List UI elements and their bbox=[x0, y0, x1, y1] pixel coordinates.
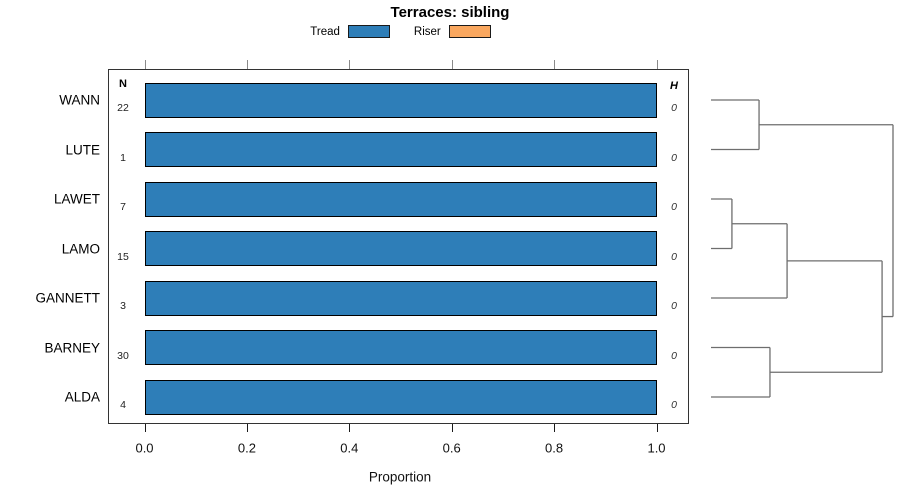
n-value: 30 bbox=[117, 349, 129, 362]
row-label: BARNEY bbox=[44, 340, 100, 355]
x-axis-tick bbox=[554, 423, 556, 432]
row-label: LAWET bbox=[53, 191, 100, 207]
h-value: 0 bbox=[671, 151, 677, 164]
row-label: LUTE bbox=[65, 142, 100, 157]
h-value: 0 bbox=[671, 250, 677, 263]
row-label: LAMO bbox=[61, 241, 100, 256]
x-axis-top-tick bbox=[144, 60, 146, 69]
legend: Tread Riser bbox=[0, 25, 801, 38]
legend-swatch-riser-icon bbox=[448, 25, 491, 38]
x-axis-top-tick bbox=[246, 60, 249, 69]
x-axis-top-tick bbox=[554, 60, 556, 69]
n-value: 22 bbox=[117, 102, 129, 114]
h-column-header: H bbox=[670, 80, 678, 92]
bar-tread bbox=[144, 231, 657, 266]
n-value: 7 bbox=[120, 201, 126, 213]
x-axis-tick bbox=[144, 423, 146, 432]
legend-label-tread: Tread bbox=[310, 25, 340, 38]
h-value: 0 bbox=[671, 102, 677, 114]
x-axis-top-tick bbox=[451, 60, 453, 69]
row-label: WANN bbox=[59, 92, 100, 108]
x-axis-top-tick bbox=[656, 60, 658, 69]
h-value: 0 bbox=[671, 201, 677, 213]
h-value: 0 bbox=[671, 349, 677, 362]
bar-tread bbox=[144, 330, 657, 365]
legend-label-riser: Riser bbox=[413, 25, 441, 38]
h-value: 0 bbox=[671, 399, 677, 411]
x-axis-tick-label: 0.2 bbox=[237, 440, 256, 456]
x-axis-tick bbox=[349, 423, 351, 432]
bar-tread bbox=[144, 280, 657, 316]
legend-item-riser: Riser bbox=[414, 25, 491, 38]
x-axis-tick-label: 0.0 bbox=[135, 440, 154, 456]
x-axis-tick bbox=[656, 423, 658, 432]
x-axis-tick-label: 0.8 bbox=[545, 440, 564, 456]
row-label: ALDA bbox=[64, 389, 100, 405]
n-value: 15 bbox=[117, 250, 129, 263]
x-axis-tick bbox=[451, 423, 453, 432]
bar-tread bbox=[144, 82, 657, 118]
h-value: 0 bbox=[671, 300, 677, 312]
n-value: 3 bbox=[120, 300, 126, 312]
bar-tread bbox=[144, 379, 657, 415]
row-label: GANNETT bbox=[35, 290, 100, 306]
legend-swatch-tread-icon bbox=[347, 25, 390, 38]
x-axis-title: Proportion bbox=[368, 469, 432, 485]
x-axis-tick-label: 0.6 bbox=[442, 440, 461, 456]
bar-tread bbox=[144, 181, 657, 217]
x-axis-tick bbox=[246, 423, 249, 432]
x-axis-top-tick bbox=[349, 60, 351, 69]
page-title: Terraces: sibling bbox=[390, 4, 510, 21]
x-axis-tick-label: 1.0 bbox=[647, 440, 666, 456]
n-value: 4 bbox=[120, 399, 126, 411]
bar-tread bbox=[144, 132, 657, 167]
legend-item-tread: Tread bbox=[310, 25, 390, 38]
n-column-header: N bbox=[119, 78, 127, 90]
n-value: 1 bbox=[120, 151, 126, 164]
x-axis-tick-label: 0.4 bbox=[340, 440, 359, 456]
